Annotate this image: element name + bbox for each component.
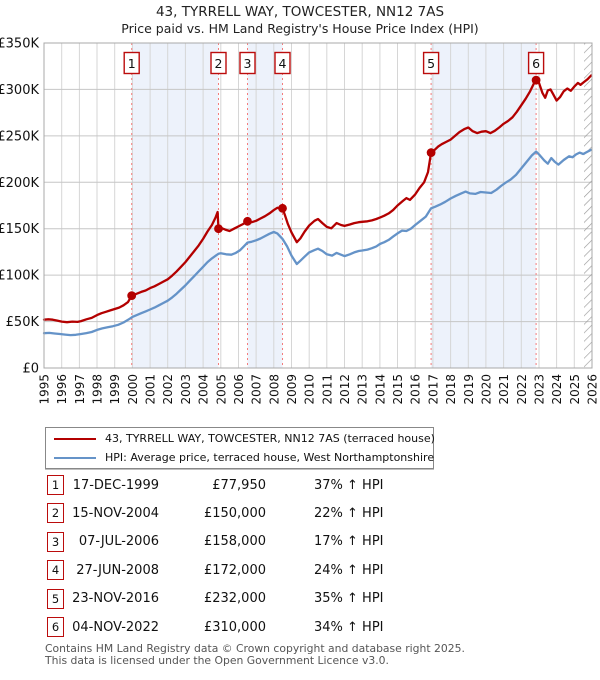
svg-text:2000: 2000 (126, 374, 140, 405)
sale-date: 27-JUN-2008 (76, 562, 159, 578)
svg-text:2016: 2016 (409, 374, 423, 405)
svg-text:2011: 2011 (320, 374, 334, 405)
legend-label-property: 43, TYRRELL WAY, TOWCESTER, NN12 7AS (te… (105, 432, 435, 445)
sale-vs-hpi: 22% ↑ HPI (314, 505, 384, 521)
legend-item-property: 43, TYRRELL WAY, TOWCESTER, NN12 7AS (te… (46, 429, 435, 448)
sale-vs-hpi: 17% ↑ HPI (314, 534, 384, 550)
svg-text:2004: 2004 (197, 374, 211, 405)
svg-text:1998: 1998 (91, 374, 105, 405)
legend-label-hpi: HPI: Average price, terraced house, West… (105, 451, 435, 464)
svg-text:6: 6 (532, 56, 540, 71)
svg-text:£300K: £300K (0, 83, 39, 98)
svg-text:5: 5 (427, 56, 435, 71)
sale-row: 1 17-DEC-1999 £77,950 37% ↑ HPI (47, 473, 477, 497)
sale-vs-hpi: 34% ↑ HPI (314, 619, 384, 635)
sale-number-badge: 6 (47, 617, 64, 637)
sale-price: £77,950 (212, 477, 266, 493)
svg-text:2003: 2003 (179, 374, 193, 405)
svg-text:1996: 1996 (55, 374, 69, 405)
sale-date: 17-DEC-1999 (72, 477, 159, 493)
page-title: 43, TYRRELL WAY, TOWCESTER, NN12 7AS (155, 4, 445, 20)
sale-price: £172,000 (203, 562, 266, 578)
svg-text:£100K: £100K (0, 269, 39, 284)
sale-price: £158,000 (203, 534, 266, 550)
svg-text:2009: 2009 (285, 374, 299, 405)
sale-date: 23-NOV-2016 (72, 591, 159, 607)
sale-row: 2 15-NOV-2004 £150,000 22% ↑ HPI (47, 501, 477, 525)
svg-text:2008: 2008 (267, 374, 281, 405)
sale-vs-hpi: 35% ↑ HPI (314, 591, 384, 607)
svg-text:2006: 2006 (232, 374, 246, 405)
svg-text:2012: 2012 (338, 374, 352, 405)
svg-text:2015: 2015 (391, 374, 405, 405)
sale-row: 4 27-JUN-2008 £172,000 24% ↑ HPI (47, 558, 477, 582)
svg-text:1: 1 (128, 56, 136, 71)
sale-vs-hpi: 24% ↑ HPI (314, 562, 384, 578)
svg-text:2022: 2022 (515, 374, 529, 405)
svg-text:2010: 2010 (303, 374, 317, 405)
svg-text:£350K: £350K (0, 37, 39, 52)
svg-text:1997: 1997 (73, 374, 87, 405)
sale-row: 5 23-NOV-2016 £232,000 35% ↑ HPI (47, 587, 477, 611)
legend-item-hpi: HPI: Average price, terraced house, West… (46, 448, 435, 467)
svg-text:2007: 2007 (250, 374, 264, 405)
svg-text:2025: 2025 (568, 374, 582, 405)
sale-price: £232,000 (203, 591, 266, 607)
svg-text:2001: 2001 (144, 374, 158, 405)
svg-text:2021: 2021 (497, 374, 511, 405)
sale-number-badge: 5 (47, 588, 64, 609)
svg-text:£50K: £50K (6, 315, 40, 330)
sale-date: 07-JUL-2006 (78, 534, 159, 550)
footer-licence: This data is licensed under the Open Gov… (45, 653, 389, 667)
sale-number-badge: 4 (47, 560, 64, 581)
sale-number-badge: 2 (47, 503, 64, 524)
svg-text:4: 4 (279, 56, 287, 71)
svg-text:3: 3 (244, 56, 252, 71)
page-subtitle: Price paid vs. HM Land Registry's House … (121, 21, 479, 36)
sale-number-badge: 3 (47, 531, 64, 552)
svg-text:1999: 1999 (108, 374, 122, 405)
svg-text:2005: 2005 (214, 374, 228, 405)
sale-price: £150,000 (203, 505, 266, 521)
svg-text:£150K: £150K (0, 222, 39, 237)
svg-text:2013: 2013 (356, 374, 370, 405)
sale-price: £310,000 (203, 619, 266, 635)
sale-vs-hpi: 37% ↑ HPI (314, 477, 384, 493)
svg-text:2024: 2024 (550, 374, 564, 405)
property-line-swatch (54, 437, 96, 440)
svg-text:1995: 1995 (38, 374, 52, 405)
chart-legend: 43, TYRRELL WAY, TOWCESTER, NN12 7AS (te… (45, 427, 435, 469)
price-chart: £350K £300K £250K £200K £150K £100K £50K £01995… (0, 37, 600, 405)
sale-row: 6 04-NOV-2022 £310,000 34% ↑ HPI (47, 615, 477, 639)
svg-text:£0: £0 (22, 362, 39, 377)
svg-text:2017: 2017 (426, 374, 440, 405)
svg-text:2018: 2018 (444, 374, 458, 405)
sale-date: 15-NOV-2004 (72, 505, 159, 521)
footer-copyright: Contains HM Land Registry data © Crown c… (45, 642, 465, 655)
svg-text:2026: 2026 (586, 374, 600, 405)
sale-number-badge: 1 (47, 475, 64, 495)
svg-text:2019: 2019 (462, 374, 476, 405)
svg-text:2020: 2020 (479, 374, 493, 405)
sale-row: 3 07-JUL-2006 £158,000 17% ↑ HPI (47, 530, 477, 554)
svg-text:2002: 2002 (161, 374, 175, 405)
svg-text:2: 2 (215, 56, 223, 71)
svg-text:£250K: £250K (0, 129, 39, 144)
hpi-line-swatch (54, 456, 96, 459)
svg-text:2014: 2014 (373, 374, 387, 405)
svg-text:£200K: £200K (0, 176, 39, 191)
svg-text:2023: 2023 (533, 374, 547, 405)
sale-date: 04-NOV-2022 (72, 619, 159, 635)
